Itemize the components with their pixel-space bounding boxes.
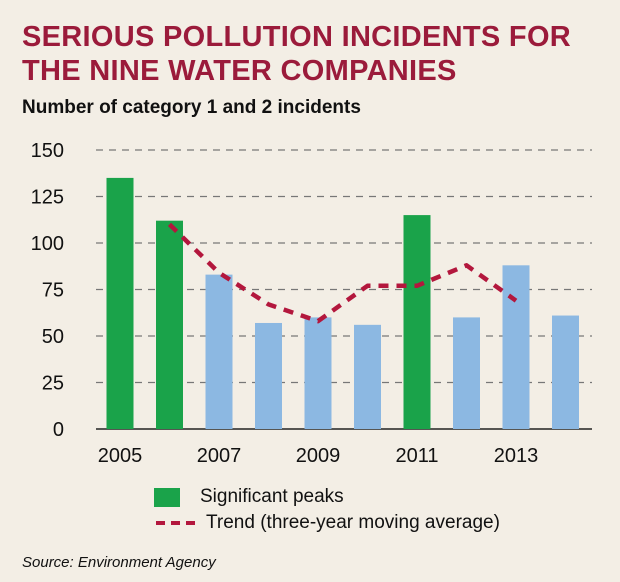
bar xyxy=(502,265,530,429)
legend: Significant peaks Trend (three-year movi… xyxy=(154,484,500,536)
y-tick-label: 150 xyxy=(31,140,64,162)
title-line-2: THE NINE WATER COMPANIES xyxy=(22,55,457,87)
y-tick-label: 100 xyxy=(31,233,64,255)
y-tick-label: 25 xyxy=(42,373,64,395)
title-line-1: SERIOUS POLLUTION INCIDENTS FOR xyxy=(22,21,572,53)
x-tick-label: 2005 xyxy=(98,445,143,467)
y-tick-label: 0 xyxy=(53,419,64,441)
trend-line xyxy=(167,222,518,324)
legend-item-trend: Trend (three-year moving average) xyxy=(154,510,500,536)
bar-chart: 0 25 50 75 100 125 150 2005 2007 2009 2011 2013 xyxy=(31,140,592,467)
chart-subtitle: Number of category 1 and 2 incidents xyxy=(22,97,361,118)
x-tick-label: 2011 xyxy=(395,445,438,467)
bar xyxy=(552,315,579,429)
legend-label-trend: Trend (three-year moving average) xyxy=(206,512,500,533)
bar xyxy=(453,317,480,429)
bar xyxy=(106,177,134,429)
bar xyxy=(304,317,332,429)
bar xyxy=(156,220,183,429)
y-axis-labels: 0 25 50 75 100 125 150 xyxy=(31,140,64,441)
x-tick-label: 2009 xyxy=(296,445,341,467)
legend-item-peaks: Significant peaks xyxy=(154,484,500,510)
trend-series xyxy=(167,222,518,324)
x-tick-label: 2013 xyxy=(494,445,539,467)
bars xyxy=(106,177,579,429)
chart-title: SERIOUS POLLUTION INCIDENTS FOR THE NINE… xyxy=(22,20,612,88)
bar xyxy=(255,322,282,429)
y-tick-label: 50 xyxy=(42,326,64,348)
x-axis-labels: 2005 2007 2009 2011 2013 xyxy=(98,445,539,467)
legend-label-peaks: Significant peaks xyxy=(200,486,344,507)
y-tick-label: 75 xyxy=(42,280,64,302)
bar xyxy=(354,324,381,429)
trend-swatch xyxy=(154,514,202,533)
bar xyxy=(205,274,233,429)
bar xyxy=(403,215,431,429)
y-tick-label: 125 xyxy=(31,187,64,209)
x-tick-label: 2007 xyxy=(197,445,242,467)
peak-swatch xyxy=(154,487,180,507)
source-note: Source: Environment Agency xyxy=(22,554,216,571)
